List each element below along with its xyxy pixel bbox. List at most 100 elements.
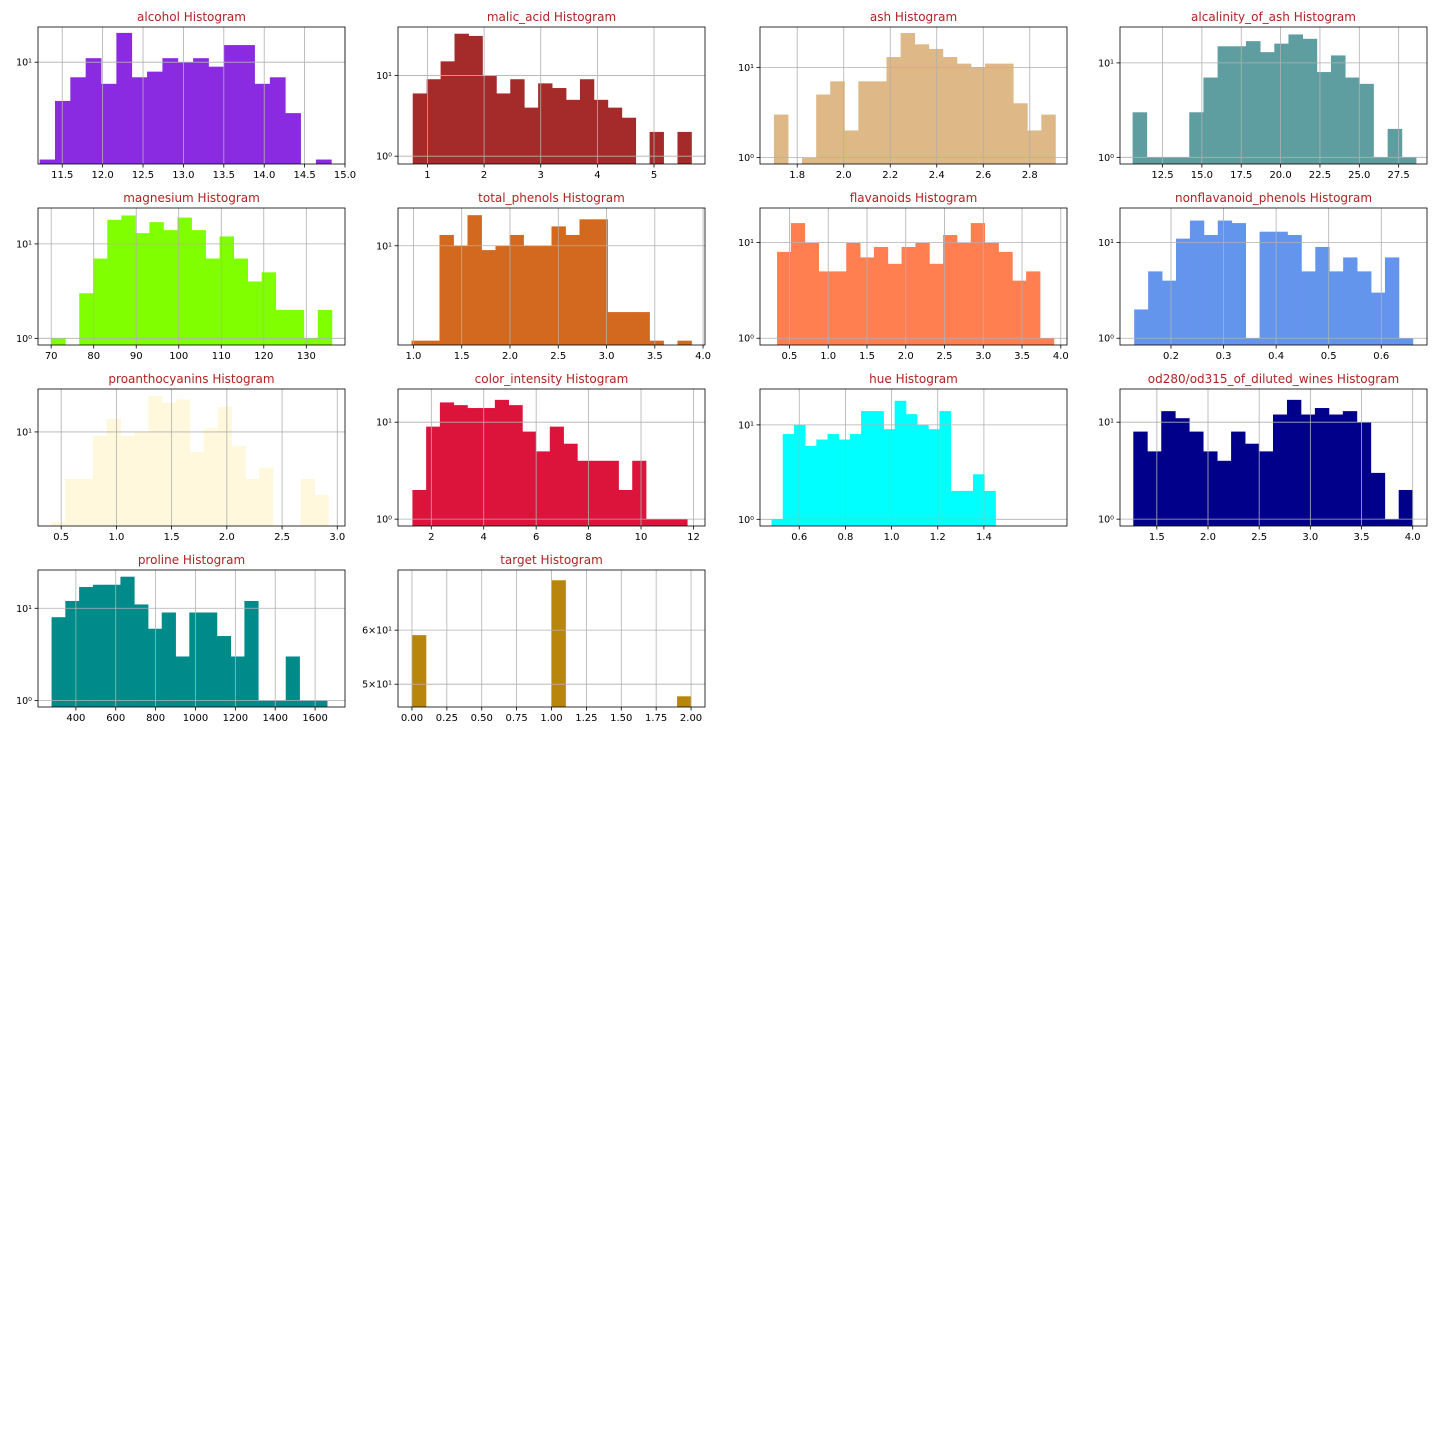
histogram-bar [1217, 46, 1233, 164]
axes-frame [759, 207, 1068, 346]
histogram-bar [285, 113, 301, 164]
histogram-bar [1328, 414, 1344, 526]
histogram-bar [591, 460, 606, 526]
histogram-bar [607, 312, 622, 345]
histogram-bar [942, 57, 958, 164]
y-tick-label: 10⁰ [738, 334, 754, 345]
histogram-bar [148, 396, 163, 526]
histogram-bar [231, 445, 246, 526]
histogram-bar [901, 246, 916, 345]
y-tick-label: 10¹ [738, 238, 754, 249]
histogram-bar [524, 107, 539, 164]
x-tick-label: 10 [635, 532, 648, 543]
x-tick-label: 2 [481, 170, 487, 181]
histogram-bar [78, 478, 94, 526]
histogram-bar [271, 700, 287, 707]
histogram-bar [254, 83, 271, 164]
axes-frame [1119, 26, 1428, 165]
histogram-bar [961, 490, 974, 526]
histogram-bar [844, 130, 859, 164]
x-tick-label: 3.5 [1354, 532, 1370, 543]
histogram-bar [790, 223, 806, 345]
histogram-bar [163, 230, 178, 345]
histogram-bar [85, 58, 102, 164]
histogram-bar [621, 117, 637, 164]
x-tick-label: 2.5 [1251, 532, 1267, 543]
subplot-8: 0.5 1.0 1.5 2.0 2.5 3.0 10¹ proanthocyanins His… [16, 372, 346, 543]
histogram-bar [1027, 130, 1042, 164]
histogram-bar [121, 215, 136, 345]
histogram-bar [782, 434, 795, 526]
histogram-bar [317, 309, 333, 345]
histogram-bar [482, 75, 497, 164]
histogram-bar [453, 405, 468, 526]
x-tick-label: 0.25 [436, 713, 458, 724]
histogram-bar [426, 426, 441, 526]
subplot-title: nonflavanoid_phenols Histogram [1175, 191, 1372, 205]
histogram-bar [607, 107, 623, 164]
histogram-bar [928, 48, 944, 164]
x-tick-label: 800 [146, 713, 165, 724]
histogram-bar [203, 612, 218, 707]
histogram-bar [538, 83, 553, 164]
histogram-bar [1302, 38, 1318, 164]
histogram-bar [92, 584, 108, 707]
histogram-bar [873, 246, 889, 345]
x-tick-label: 12.5 [1151, 170, 1173, 181]
histogram-bar [1013, 103, 1028, 164]
histogram-bar [536, 451, 551, 526]
axes-frame [397, 388, 706, 527]
histogram-bar [985, 63, 1000, 164]
histogram-bar [1175, 238, 1191, 345]
histogram-bar [440, 61, 455, 164]
x-tick-label: 12.0 [91, 170, 113, 181]
y-tick-label: 10¹ [738, 63, 754, 74]
histogram-bar [93, 258, 108, 345]
histogram-bar [1133, 431, 1148, 526]
bars-group [1132, 34, 1417, 164]
x-tick-label: 12 [687, 532, 700, 543]
axes-frame [759, 388, 1068, 527]
x-tick-label: 15.0 [334, 170, 356, 181]
axes-frame [759, 26, 1068, 165]
histogram-bar [1343, 257, 1358, 345]
histogram-bar [984, 490, 996, 526]
histogram-bar [233, 258, 249, 345]
histogram-bar [649, 131, 664, 164]
histogram-bar [1147, 451, 1162, 526]
histogram-bar [496, 93, 511, 164]
histogram-bar [300, 478, 315, 526]
histogram-bar [950, 490, 963, 526]
histogram-bar [1160, 157, 1176, 164]
histogram-bar [120, 436, 135, 526]
histogram-bar [453, 245, 468, 345]
x-tick-label: 70 [45, 351, 58, 362]
histogram-bar [1175, 157, 1190, 164]
histogram-bar [1401, 157, 1417, 164]
x-tick-label: 2.2 [882, 170, 898, 181]
histogram-bar [230, 656, 245, 707]
y-tick-label: 10⁰ [376, 152, 392, 163]
histogram-bar [313, 700, 328, 707]
y-tick-label: 10¹ [1098, 58, 1114, 69]
histogram-bar [771, 519, 784, 526]
x-tick-label: 0.8 [837, 532, 853, 543]
y-tick-label: 10¹ [376, 418, 392, 429]
bars-group [777, 223, 1055, 345]
bars-group [411, 215, 692, 345]
histogram-bar [191, 230, 206, 345]
histogram-bar [223, 45, 240, 164]
histogram-bar [315, 159, 332, 164]
x-tick-label: 80 [87, 351, 100, 362]
histogram-bar [244, 600, 259, 707]
x-tick-label: 0.5 [782, 351, 798, 362]
y-tick-label: 10¹ [16, 239, 32, 250]
histogram-bar [1260, 52, 1275, 164]
histogram-bar [303, 338, 319, 345]
histogram-bar [147, 628, 163, 707]
histogram-bar [1189, 112, 1204, 164]
x-tick-label: 1.25 [575, 713, 597, 724]
histogram-bar [886, 57, 901, 164]
subplot-title: hue Histogram [869, 372, 958, 386]
